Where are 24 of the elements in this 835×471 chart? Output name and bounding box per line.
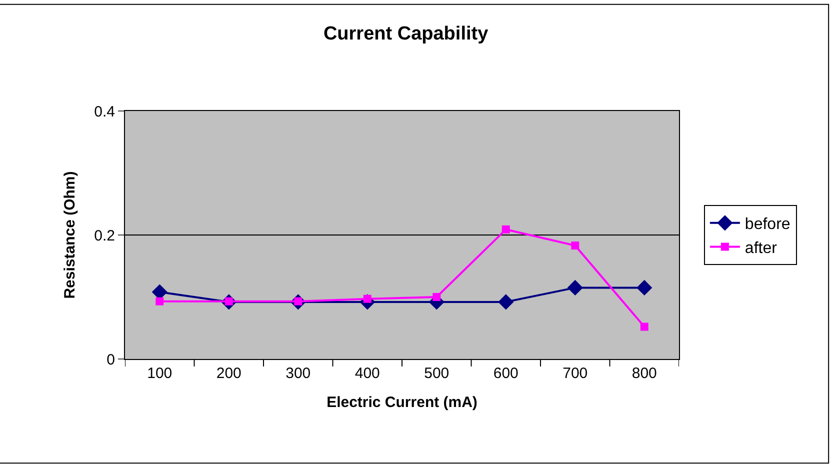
x-tick-label: 800	[632, 365, 657, 382]
x-tick-label: 400	[354, 365, 380, 382]
chart-title: Current Capability	[323, 24, 489, 45]
point	[432, 293, 441, 301]
x-tick-label: 200	[216, 365, 242, 382]
y-tick-label: 0	[106, 351, 115, 368]
point	[502, 225, 510, 234]
x-tick-label: 600	[493, 365, 518, 382]
point	[636, 280, 652, 296]
y-tick-label: 0.2	[94, 227, 115, 244]
y-axis-title: Resistance (Ohm)	[61, 171, 78, 299]
x-axis-title: Electric Current (mA)	[326, 394, 478, 411]
x-tick-label: 500	[424, 365, 450, 382]
x-tick-label: 100	[147, 365, 172, 382]
x-tick-label: 300	[286, 365, 311, 382]
point	[498, 294, 514, 310]
point	[571, 242, 580, 250]
legend-label: after	[744, 240, 778, 257]
point	[567, 280, 583, 296]
point	[640, 322, 648, 331]
y-tick-label: 0.4	[94, 103, 115, 120]
point	[156, 297, 164, 306]
x-tick-label: 700	[562, 365, 588, 382]
legend-label: before	[744, 216, 790, 234]
